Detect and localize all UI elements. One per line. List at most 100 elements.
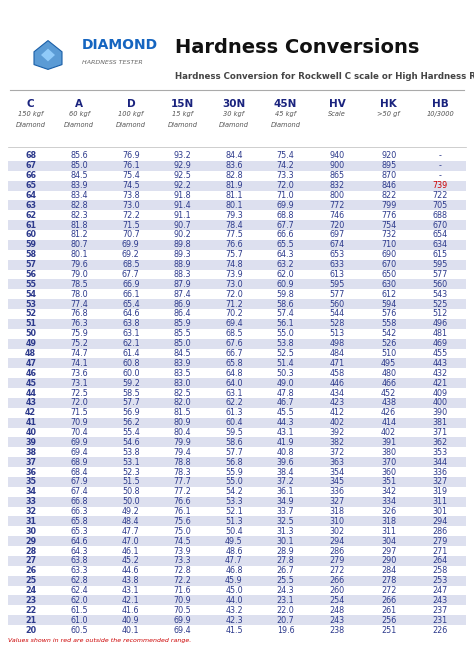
Text: 40.1: 40.1	[122, 625, 139, 634]
Text: 82.8: 82.8	[225, 171, 243, 180]
Text: 772: 772	[329, 201, 345, 210]
Text: 484: 484	[329, 349, 345, 358]
Text: 43.8: 43.8	[122, 576, 139, 585]
Text: 256: 256	[381, 615, 396, 625]
Text: 71.5: 71.5	[70, 408, 88, 417]
Text: 243: 243	[329, 615, 345, 625]
Bar	[8, 259, 466, 269]
Text: 56.2: 56.2	[122, 418, 140, 427]
Text: 412: 412	[329, 408, 345, 417]
Text: 363: 363	[329, 458, 345, 467]
Text: -: -	[439, 171, 442, 180]
Text: 414: 414	[381, 418, 396, 427]
Text: 33.7: 33.7	[277, 507, 294, 516]
Text: 30: 30	[25, 527, 36, 536]
Text: 50.3: 50.3	[277, 369, 294, 378]
Text: 65: 65	[25, 181, 36, 190]
Text: 69.9: 69.9	[70, 438, 88, 447]
Text: 37: 37	[25, 458, 36, 467]
Text: 90.2: 90.2	[173, 230, 191, 239]
Text: 92.2: 92.2	[173, 181, 191, 190]
Text: 54: 54	[25, 289, 36, 299]
Text: 21: 21	[25, 615, 36, 625]
Text: 82.0: 82.0	[173, 398, 191, 408]
Text: 29: 29	[25, 537, 36, 546]
Text: 76.3: 76.3	[71, 319, 88, 329]
Text: 705: 705	[433, 201, 448, 210]
Text: 44.6: 44.6	[122, 567, 139, 575]
Text: 510: 510	[381, 349, 396, 358]
Text: Hardness Conversion for Rockwell C scale or High Hardness Range: Hardness Conversion for Rockwell C scale…	[175, 72, 474, 81]
Text: 30N: 30N	[222, 99, 246, 109]
Text: 354: 354	[329, 467, 345, 477]
Text: 100 kgf: 100 kgf	[118, 111, 144, 117]
Text: 75.9: 75.9	[70, 329, 88, 338]
Text: 65.8: 65.8	[71, 517, 88, 526]
Text: 50.4: 50.4	[225, 527, 243, 536]
Text: 351: 351	[381, 477, 396, 486]
Text: 91.8: 91.8	[173, 191, 191, 200]
Text: HV: HV	[328, 99, 346, 109]
Text: 74.5: 74.5	[173, 537, 191, 546]
Text: 23.1: 23.1	[277, 596, 294, 605]
Text: 87.4: 87.4	[173, 289, 191, 299]
Text: 47.8: 47.8	[277, 389, 294, 398]
Text: 258: 258	[433, 567, 448, 575]
Text: 63.8: 63.8	[71, 556, 88, 565]
Text: 469: 469	[433, 339, 448, 348]
Text: 799: 799	[381, 201, 396, 210]
Text: 84.4: 84.4	[225, 151, 243, 160]
Text: 63.1: 63.1	[225, 389, 243, 398]
Text: HB: HB	[432, 99, 448, 109]
Text: 42.3: 42.3	[225, 615, 243, 625]
Text: 28: 28	[25, 546, 36, 556]
Text: 71.2: 71.2	[225, 300, 243, 308]
Text: 688: 688	[433, 211, 448, 220]
Bar	[8, 359, 466, 368]
Text: 44: 44	[25, 389, 36, 398]
Text: 64.6: 64.6	[122, 310, 139, 318]
Text: 38: 38	[25, 448, 36, 457]
Text: 31: 31	[25, 517, 36, 526]
Text: 83.4: 83.4	[71, 191, 88, 200]
Text: 650: 650	[381, 270, 396, 279]
Text: 89.8: 89.8	[173, 241, 191, 249]
Text: 67.9: 67.9	[70, 477, 88, 486]
Bar	[8, 378, 466, 388]
Text: 34.9: 34.9	[277, 497, 294, 506]
Bar	[8, 457, 466, 467]
Text: 76.1: 76.1	[122, 161, 140, 170]
Text: 310: 310	[329, 517, 345, 526]
Text: 326: 326	[381, 507, 396, 516]
Text: 64.3: 64.3	[277, 250, 294, 259]
Text: 290: 290	[381, 556, 396, 565]
Text: 53.8: 53.8	[122, 448, 140, 457]
Text: 88.9: 88.9	[173, 260, 191, 269]
Text: 62.2: 62.2	[225, 398, 243, 408]
Text: 66: 66	[25, 171, 36, 180]
Text: 51.4: 51.4	[277, 359, 294, 368]
Text: 371: 371	[433, 428, 448, 437]
Text: 344: 344	[433, 458, 448, 467]
Text: 43.1: 43.1	[277, 428, 294, 437]
Text: 52.3: 52.3	[122, 467, 140, 477]
Text: 63.1: 63.1	[122, 329, 139, 338]
Text: HK: HK	[380, 99, 397, 109]
Text: 272: 272	[381, 586, 396, 595]
Text: 70.7: 70.7	[122, 230, 140, 239]
Text: 75.0: 75.0	[173, 527, 191, 536]
Text: 66.7: 66.7	[225, 349, 243, 358]
Text: 595: 595	[433, 260, 448, 269]
Text: 746: 746	[329, 211, 345, 220]
Text: 77.7: 77.7	[173, 477, 191, 486]
Bar	[8, 240, 466, 250]
Text: 70.2: 70.2	[225, 310, 243, 318]
Text: 66.1: 66.1	[122, 289, 139, 299]
Text: 56.1: 56.1	[277, 319, 294, 329]
Text: 81.5: 81.5	[173, 408, 191, 417]
Text: 543: 543	[433, 289, 448, 299]
Text: 57: 57	[25, 260, 36, 269]
Text: 402: 402	[381, 428, 396, 437]
Text: 40.8: 40.8	[277, 448, 294, 457]
Text: 55.0: 55.0	[225, 477, 243, 486]
